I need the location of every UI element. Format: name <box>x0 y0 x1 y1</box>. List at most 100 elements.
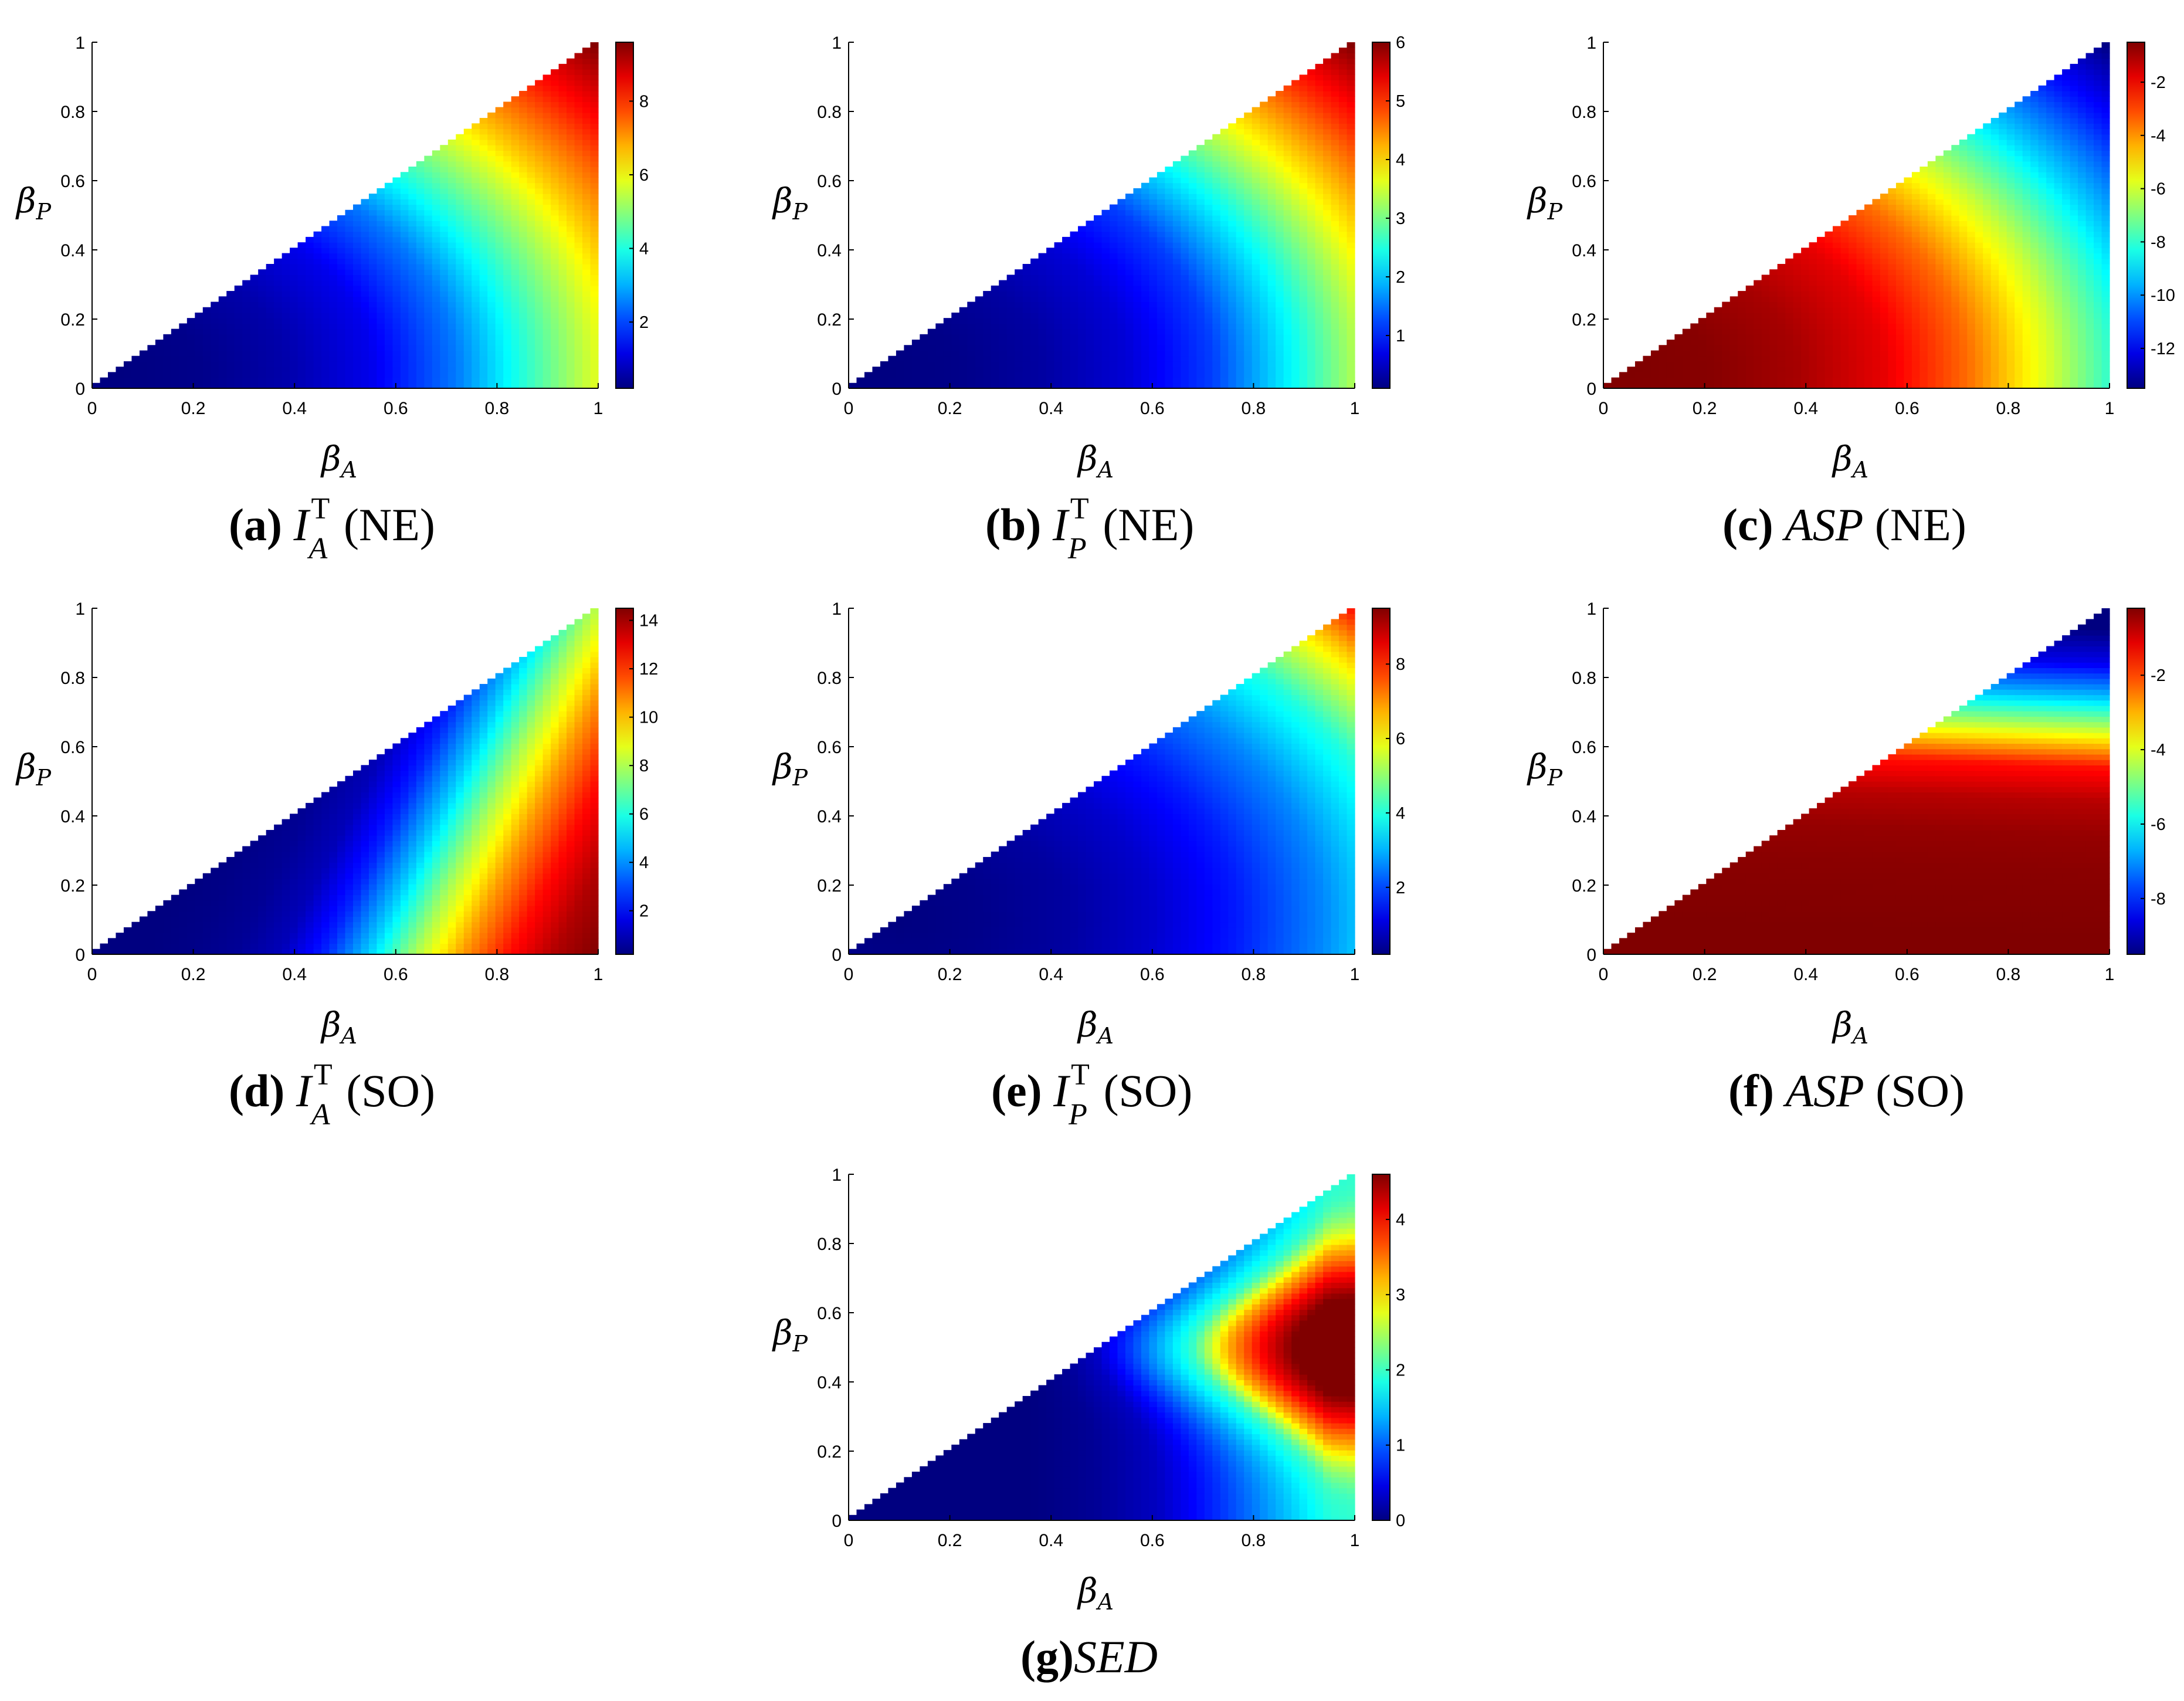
heatmap-cell <box>384 253 393 259</box>
heatmap-cell <box>1212 134 1221 140</box>
heatmap-cell <box>527 96 535 103</box>
heatmap-cell <box>558 118 567 124</box>
heatmap-cell <box>1141 280 1149 286</box>
heatmap-cell <box>416 280 425 286</box>
heatmap-cell <box>558 85 567 92</box>
heatmap-cell <box>1315 194 1324 199</box>
heatmap-cell <box>590 101 599 108</box>
heatmap-cell <box>1849 318 1857 324</box>
heatmap-cell <box>590 377 599 384</box>
heatmap-cell <box>1220 182 1229 189</box>
heatmap-cell <box>313 285 322 292</box>
heatmap-cell <box>1086 291 1094 297</box>
heatmap-cell <box>1030 345 1039 351</box>
heatmap-cell <box>1260 128 1269 135</box>
y-tick-label: 0.8 <box>60 103 85 122</box>
heatmap-cell <box>266 340 274 345</box>
heatmap-cell <box>306 323 314 330</box>
heatmap-cells <box>849 42 1355 389</box>
heatmap-cell <box>1006 312 1015 318</box>
heatmap-cell <box>1078 367 1087 372</box>
heatmap-cell <box>424 345 433 351</box>
heatmap-cell <box>542 199 551 205</box>
heatmap-cell <box>408 167 417 172</box>
heatmap-cell <box>337 367 346 372</box>
heatmap-cell <box>1149 345 1158 351</box>
heatmap-cell <box>1236 355 1244 362</box>
heatmap-cell <box>1674 355 1683 362</box>
heatmap-cell <box>479 253 488 259</box>
heatmap-cell <box>503 242 512 248</box>
heatmap-cell <box>447 226 456 232</box>
heatmap-cell <box>456 318 464 324</box>
heatmap-cell <box>1824 275 1833 281</box>
heatmap-cell <box>574 194 583 199</box>
heatmap-cell <box>1299 258 1308 265</box>
heatmap-cell <box>1149 242 1158 248</box>
heatmap-cell <box>1895 258 1904 265</box>
y-tick-label: 0.2 <box>817 310 842 330</box>
heatmap-cell <box>582 334 591 340</box>
heatmap-cell <box>337 221 346 227</box>
heatmap-cell <box>519 377 528 384</box>
heatmap-cell <box>527 323 535 330</box>
heatmap-cell <box>1117 258 1126 265</box>
heatmap-cell <box>329 253 338 259</box>
heatmap-cell <box>472 275 480 281</box>
heatmap-cell <box>1125 296 1134 303</box>
heatmap-cell <box>377 361 385 367</box>
heatmap-cell <box>1331 150 1339 157</box>
heatmap-cell <box>1181 367 1189 372</box>
heatmap-cell <box>432 269 440 276</box>
heatmap-cell <box>1895 209 1904 216</box>
heatmap-cell <box>337 307 346 313</box>
heatmap-cell <box>1276 382 1284 389</box>
heatmap-cell <box>282 323 290 330</box>
heatmap-cell <box>139 372 148 378</box>
heatmap-cell <box>1895 275 1904 281</box>
heatmap-cell <box>352 355 362 362</box>
heatmap-cell <box>195 318 204 324</box>
heatmap-cell <box>1276 318 1284 324</box>
heatmap-cell <box>1323 134 1332 140</box>
heatmap-cell <box>1315 242 1324 248</box>
heatmap-cell <box>345 312 354 318</box>
heatmap-cell <box>1228 209 1237 216</box>
heatmap-cell <box>1015 323 1023 330</box>
heatmap-cell <box>1331 123 1339 130</box>
heatmap-cell <box>1212 258 1221 265</box>
heatmap-cell <box>1291 377 1300 384</box>
heatmap-cell <box>1141 334 1149 340</box>
heatmap-cell <box>1856 350 1865 357</box>
heatmap-cell <box>1785 307 1794 313</box>
heatmap-cell <box>234 334 243 340</box>
heatmap-cell <box>1094 253 1103 259</box>
heatmap-cell <box>424 167 433 172</box>
heatmap-cell <box>463 145 472 151</box>
heatmap-cell <box>1323 355 1332 362</box>
heatmap-cell <box>487 145 496 151</box>
heatmap-cell <box>1817 307 1826 313</box>
heatmap-cell <box>1260 118 1269 124</box>
heatmap-cell <box>1062 318 1071 324</box>
heatmap-cell <box>202 367 211 372</box>
heatmap-cell <box>1347 236 1355 243</box>
heatmap-cell <box>463 209 472 216</box>
heatmap-cell <box>1204 188 1213 194</box>
heatmap-cell <box>1030 275 1039 281</box>
heatmap-cell <box>503 258 512 265</box>
heatmap-cell <box>1094 301 1103 308</box>
heatmap-cell <box>1880 382 1889 389</box>
heatmap-cell <box>242 382 251 389</box>
heatmap-cell <box>511 204 520 211</box>
heatmap-cell <box>432 291 440 297</box>
heatmap-cell <box>329 307 338 313</box>
heatmap-cell <box>535 258 544 265</box>
heatmap-cell <box>416 377 425 384</box>
heatmap-cell <box>1833 340 1842 345</box>
heatmap-cell <box>1236 194 1244 199</box>
heatmap-cell <box>1204 345 1213 351</box>
heatmap-cell <box>590 150 599 157</box>
heatmap-cell <box>1117 355 1126 362</box>
heatmap-cell <box>1078 275 1087 281</box>
